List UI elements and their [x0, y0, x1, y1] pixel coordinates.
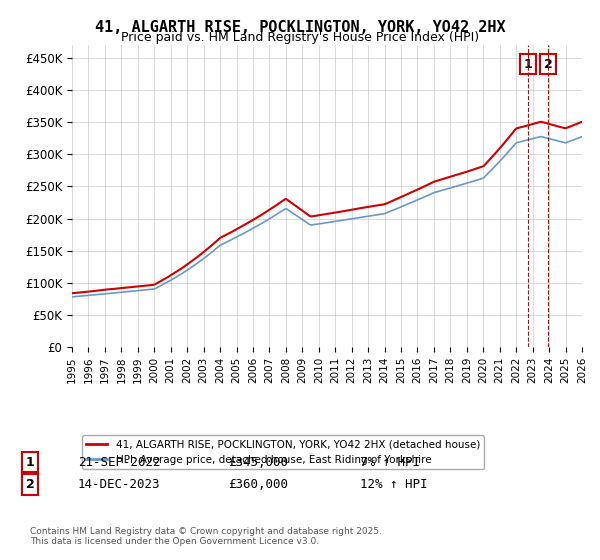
- Text: 1: 1: [524, 58, 532, 71]
- Text: 41, ALGARTH RISE, POCKLINGTON, YORK, YO42 2HX: 41, ALGARTH RISE, POCKLINGTON, YORK, YO4…: [95, 20, 505, 35]
- Text: 1: 1: [26, 455, 34, 469]
- Text: 21-SEP-2022: 21-SEP-2022: [78, 455, 161, 469]
- Text: 2: 2: [544, 58, 553, 71]
- Text: 7% ↑ HPI: 7% ↑ HPI: [360, 455, 420, 469]
- Text: Contains HM Land Registry data © Crown copyright and database right 2025.
This d: Contains HM Land Registry data © Crown c…: [30, 526, 382, 546]
- Text: 14-DEC-2023: 14-DEC-2023: [78, 478, 161, 491]
- Text: Price paid vs. HM Land Registry's House Price Index (HPI): Price paid vs. HM Land Registry's House …: [121, 31, 479, 44]
- Legend: 41, ALGARTH RISE, POCKLINGTON, YORK, YO42 2HX (detached house), HPI: Average pri: 41, ALGARTH RISE, POCKLINGTON, YORK, YO4…: [82, 436, 484, 469]
- Text: 2: 2: [26, 478, 34, 491]
- Text: 12% ↑ HPI: 12% ↑ HPI: [360, 478, 427, 491]
- Text: £360,000: £360,000: [228, 478, 288, 491]
- Text: £345,000: £345,000: [228, 455, 288, 469]
